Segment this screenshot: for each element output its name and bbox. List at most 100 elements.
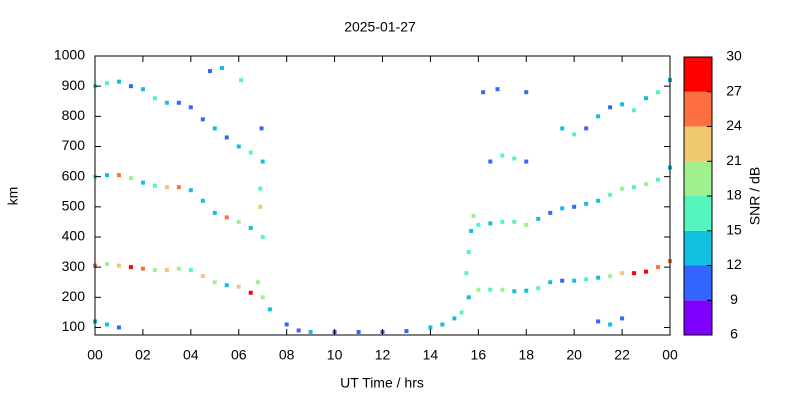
- colorbar-tick-label: 18: [726, 187, 742, 203]
- colorbar-swatch: [684, 91, 712, 127]
- y-tick-label: 800: [62, 107, 86, 123]
- data-point: [620, 186, 625, 191]
- colorbar-swatch: [684, 265, 712, 301]
- x-tick-label: 20: [566, 347, 582, 363]
- data-point: [260, 159, 265, 164]
- colorbar-tick-label: 9: [730, 291, 738, 307]
- data-point: [524, 222, 529, 227]
- data-point: [596, 114, 601, 119]
- data-point: [152, 96, 157, 101]
- data-point: [188, 105, 193, 110]
- y-tick-label: 500: [62, 198, 86, 214]
- colorbar-tick-label: 27: [726, 82, 742, 98]
- colorbar-tick-label: 24: [726, 117, 742, 133]
- data-point: [260, 295, 265, 300]
- data-point: [212, 126, 217, 131]
- data-point: [500, 153, 505, 158]
- data-point: [512, 156, 517, 161]
- y-tick-label: 400: [62, 228, 86, 244]
- data-point: [104, 322, 109, 327]
- x-tick-label: 22: [614, 347, 630, 363]
- data-point: [632, 108, 637, 113]
- x-axis-label: UT Time / hrs: [340, 375, 424, 391]
- colorbar-swatch: [684, 126, 712, 162]
- data-point: [596, 275, 601, 280]
- data-point: [140, 87, 145, 92]
- data-point: [219, 66, 224, 71]
- data-point: [116, 173, 121, 178]
- data-point: [471, 213, 476, 218]
- x-tick-label: 02: [135, 347, 151, 363]
- data-point: [212, 280, 217, 285]
- data-point: [239, 78, 244, 83]
- data-point: [404, 329, 409, 334]
- x-tick-label: 16: [471, 347, 487, 363]
- data-point: [200, 274, 205, 279]
- data-point: [644, 182, 649, 187]
- data-point: [596, 319, 601, 324]
- data-point: [224, 283, 229, 288]
- data-point: [548, 280, 553, 285]
- data-point: [259, 126, 264, 131]
- data-point: [248, 150, 253, 155]
- y-axis-label: km: [5, 187, 21, 206]
- data-point: [608, 274, 613, 279]
- data-point: [476, 287, 481, 292]
- data-point: [258, 186, 263, 191]
- data-point: [440, 322, 445, 327]
- data-point: [459, 310, 464, 315]
- data-point: [200, 117, 205, 122]
- x-tick-label: 00: [662, 347, 678, 363]
- data-point: [260, 234, 265, 239]
- data-point: [200, 198, 205, 203]
- data-point: [236, 219, 241, 224]
- data-point: [632, 185, 637, 190]
- data-point: [620, 316, 625, 321]
- data-point: [152, 268, 157, 273]
- data-point: [608, 322, 613, 327]
- colorbar-swatch: [684, 196, 712, 231]
- data-point: [466, 295, 471, 300]
- data-point: [356, 329, 361, 334]
- data-point: [224, 135, 229, 140]
- data-point: [164, 100, 169, 105]
- data-point: [560, 278, 565, 283]
- data-point: [224, 215, 229, 220]
- data-point: [500, 219, 505, 224]
- data-point: [548, 210, 553, 215]
- data-point: [248, 290, 253, 295]
- x-tick-label: 04: [183, 347, 199, 363]
- x-tick-label: 18: [518, 347, 534, 363]
- y-tick-label: 600: [62, 167, 86, 183]
- data-point: [512, 219, 517, 224]
- data-point: [488, 287, 493, 292]
- data-point: [258, 204, 263, 209]
- data-point: [632, 271, 637, 276]
- colorbar-tick-label: 21: [726, 152, 742, 168]
- x-tick-label: 06: [231, 347, 247, 363]
- data-point: [140, 266, 145, 271]
- colorbar-label: SNR / dB: [747, 167, 763, 225]
- data-point: [495, 87, 500, 92]
- x-tick-label: 14: [423, 347, 439, 363]
- data-point: [620, 102, 625, 107]
- data-point: [188, 268, 193, 273]
- colorbar-swatch: [684, 300, 712, 335]
- data-point: [500, 287, 505, 292]
- y-tick-label: 700: [62, 137, 86, 153]
- data-point: [140, 180, 145, 185]
- data-point: [469, 228, 474, 233]
- data-point: [524, 159, 529, 164]
- data-point: [248, 225, 253, 230]
- data-point: [644, 96, 649, 101]
- data-point: [128, 84, 133, 89]
- data-point: [208, 69, 212, 74]
- data-point: [656, 90, 661, 95]
- data-point: [116, 79, 121, 84]
- colorbar-tick-label: 15: [726, 221, 742, 237]
- data-point: [572, 132, 577, 137]
- data-point: [452, 316, 457, 321]
- data-point: [104, 262, 109, 267]
